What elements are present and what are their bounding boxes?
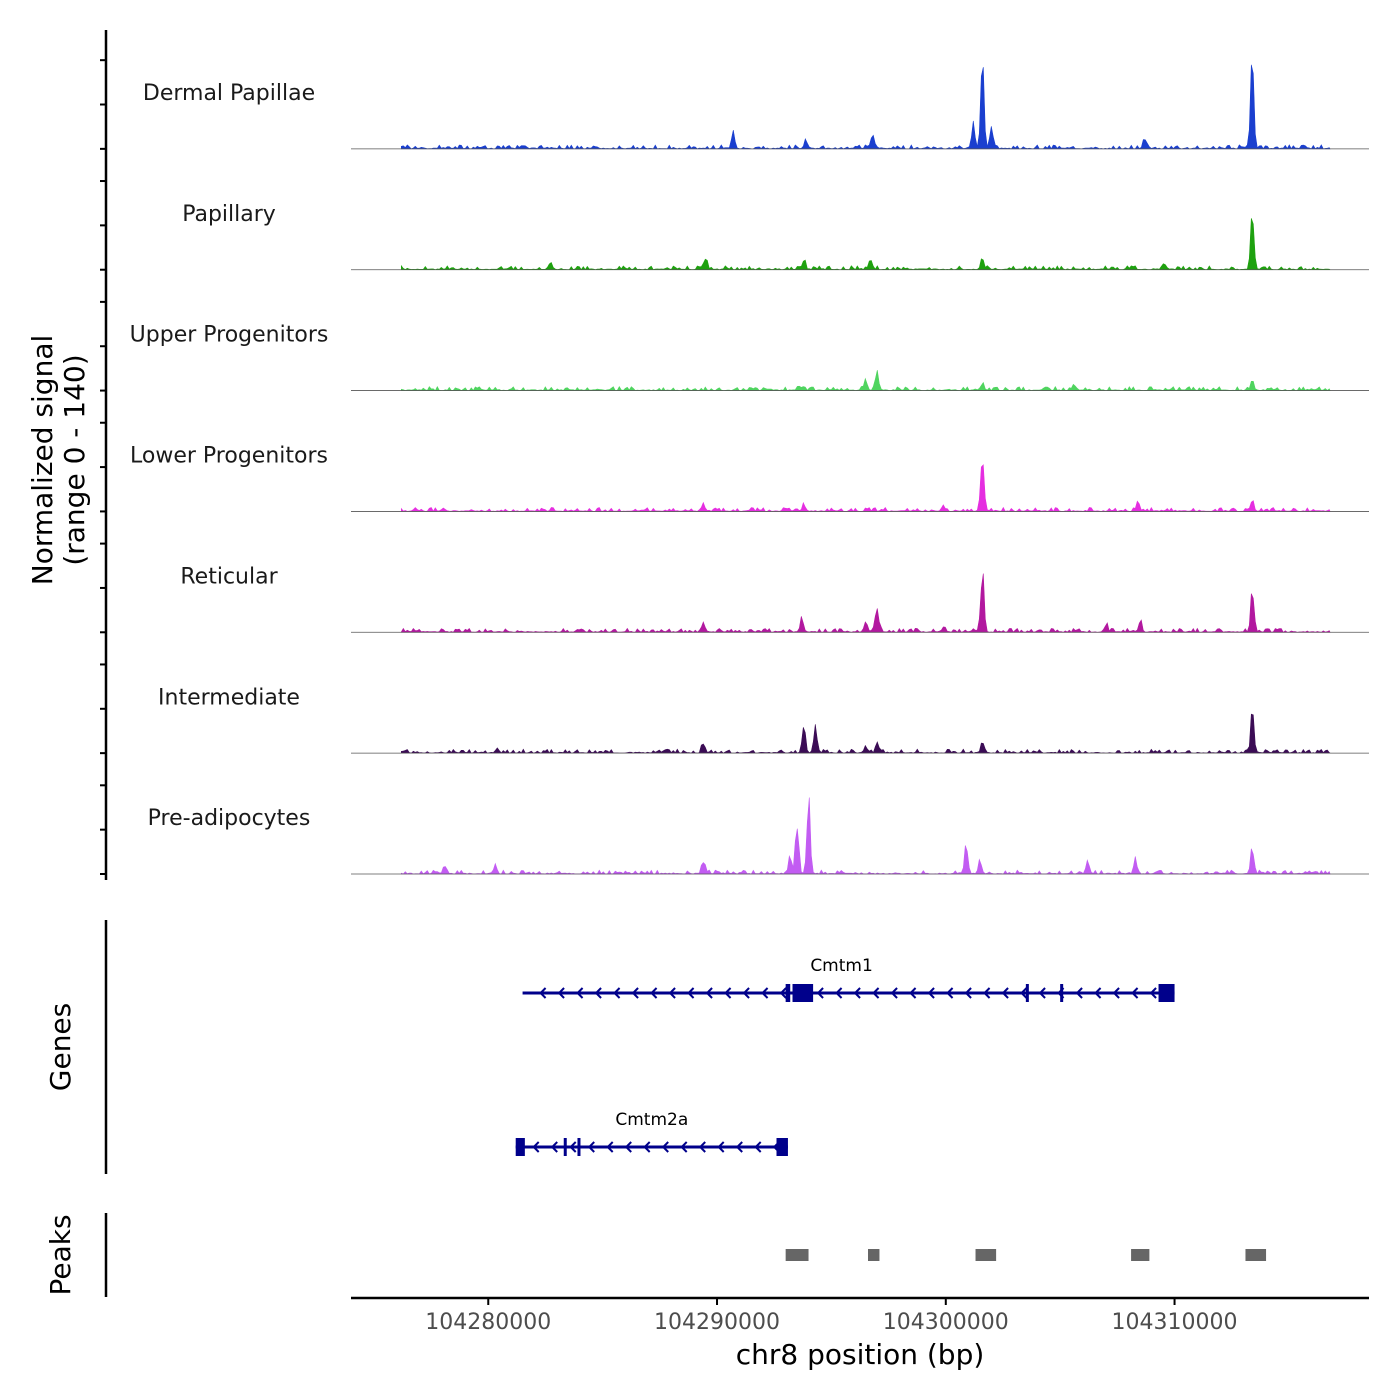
strand-arrow [643,1141,651,1153]
exon [1060,984,1064,1002]
gene-label: Cmtm2a [615,1110,688,1130]
strand-arrow [1038,987,1046,999]
strand-arrow [680,1141,688,1153]
track-dermal-papillae: Dermal Papillae [143,64,1369,150]
strand-arrow [650,987,658,999]
gene-label: Cmtm1 [810,956,872,976]
strand-arrow [779,987,787,999]
track-pre-adipocytes: Pre-adipocytes [148,797,1369,875]
track-lower-progenitors: Lower Progenitors [130,444,1369,513]
peak-region [785,1249,809,1261]
strand-arrow [816,987,824,999]
strand-arrow [724,987,732,999]
peak-region [1245,1249,1267,1261]
x-axis: 104280000 104290000 104300000 104310000 [351,1296,1369,1335]
strand-arrow [661,1141,669,1153]
strand-arrow [594,987,602,999]
strand-arrow [705,987,713,999]
track-label: Upper Progenitors [130,323,329,348]
track-reticular: Reticular [180,564,1369,633]
strand-arrow [717,1141,725,1153]
strand-arrow [946,987,954,999]
strand-arrow [1075,987,1083,999]
coverage-tracks: Dermal Papillae Papillary Upper Progenitor… [130,64,1369,875]
strand-arrow [613,987,621,999]
strand-arrow [890,987,898,999]
exon [515,1138,525,1156]
signal-area [401,573,1331,633]
strand-arrow [631,987,639,999]
exon [792,984,814,1002]
strand-arrow [532,1141,540,1153]
strand-arrow [761,987,769,999]
track-label: Papillary [182,202,276,227]
exon [785,984,791,1002]
x-tick-label: 104300000 [883,1310,1009,1335]
strand-arrow [927,987,935,999]
strand-arrow [1020,987,1028,999]
exon [563,1138,567,1156]
x-axis-title: chr8 position (bp) [736,1338,985,1371]
signal-area [401,64,1331,150]
strand-arrow [1094,987,1102,999]
strand-arrow [698,1141,706,1153]
exon [1158,984,1175,1002]
peak-region [868,1249,880,1261]
y-axis-title-line1: Normalized signal [26,335,59,586]
strand-arrow [587,1141,595,1153]
signal-area [401,713,1331,754]
strand-arrow [835,987,843,999]
strand-arrow [569,1141,577,1153]
strand-arrow [668,987,676,999]
strand-arrow [754,1141,762,1153]
strand-arrow [964,987,972,999]
track-papillary: Papillary [182,202,1369,271]
x-tick-label: 104290000 [654,1310,780,1335]
gene-cmtm1: Cmtm1 [522,956,1175,1002]
gene-cmtm2a: Cmtm2a [515,1110,788,1156]
track-label: Reticular [180,564,278,589]
strand-arrow [1149,987,1157,999]
track-label: Intermediate [158,685,300,710]
strand-arrow [624,1141,632,1153]
signal-area [401,464,1331,513]
exon [577,1138,581,1156]
strand-arrow [576,987,584,999]
strand-arrow [872,987,880,999]
signal-area [401,370,1331,392]
peaks-track-label: Peaks [44,1214,77,1295]
x-tick-label: 104310000 [1112,1310,1238,1335]
strand-arrow [1131,987,1139,999]
track-label: Lower Progenitors [130,444,328,469]
signal-area [401,218,1332,271]
strand-arrow [550,1141,558,1153]
strand-arrow [1112,987,1120,999]
strand-arrow [909,987,917,999]
genes-panel: Genes Cmtm1 Cmtm2a [44,920,1175,1174]
genes-track-label: Genes [44,1003,77,1091]
track-intermediate: Intermediate [158,685,1369,754]
strand-arrow [853,987,861,999]
exon [1025,984,1029,1002]
peaks-panel: Peaks [44,1213,1267,1297]
track-label: Pre-adipocytes [148,806,311,831]
track-upper-progenitors: Upper Progenitors [130,323,1369,392]
strand-arrow [983,987,991,999]
strand-arrow [606,1141,614,1153]
peak-region [1131,1249,1150,1261]
exon [776,1138,788,1156]
track-label: Dermal Papillae [143,81,315,106]
strand-arrow [735,1141,743,1153]
signal-area [401,797,1331,875]
peak-region [975,1249,997,1261]
coverage-y-axis [100,30,108,880]
strand-arrow [1001,987,1009,999]
strand-arrow [557,987,565,999]
x-tick-label: 104280000 [425,1310,551,1335]
strand-arrow [742,987,750,999]
strand-arrow [687,987,695,999]
y-axis-title-line2: (range 0 - 140) [58,354,91,565]
strand-arrow [539,987,547,999]
